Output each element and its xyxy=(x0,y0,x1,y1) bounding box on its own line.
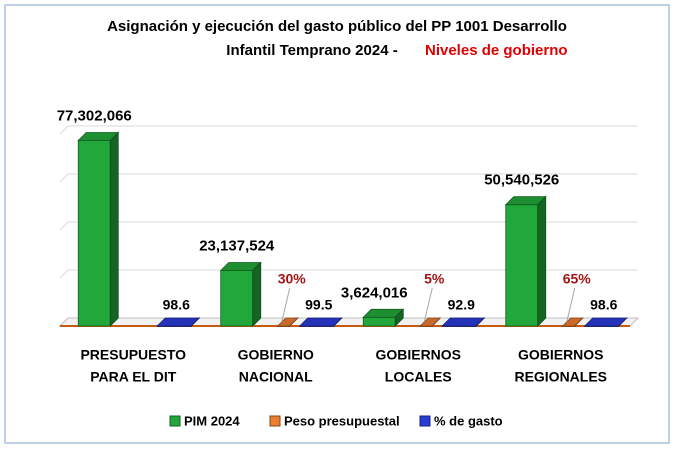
data-label: 92.9 xyxy=(448,297,475,313)
bar xyxy=(583,317,628,327)
bar xyxy=(362,308,405,327)
grid-line-side xyxy=(59,221,69,231)
bar-front xyxy=(362,316,396,327)
data-label: 65% xyxy=(563,271,592,287)
data-label: 77,302,066 xyxy=(57,107,132,124)
bar-side xyxy=(574,317,584,327)
bar-side xyxy=(333,317,343,327)
bar-front xyxy=(220,270,254,327)
leader-line xyxy=(423,287,433,323)
bar-front xyxy=(77,140,111,327)
data-label: 50,540,526 xyxy=(484,172,559,189)
legend-swatch xyxy=(419,415,431,427)
x-tick-label: NACIONAL xyxy=(239,369,313,385)
data-label: 98.6 xyxy=(163,297,190,313)
bar xyxy=(561,317,584,327)
bar xyxy=(276,317,299,327)
bar-side xyxy=(289,317,299,327)
bar xyxy=(298,317,343,327)
x-tick-label: REGIONALES xyxy=(514,369,607,385)
legend-swatch xyxy=(169,415,181,427)
legend-label: PIM 2024 xyxy=(184,413,240,428)
x-tick-label: PRESUPUESTO xyxy=(80,347,186,363)
bar-side xyxy=(190,317,200,327)
bar xyxy=(219,261,262,327)
grid-line-side xyxy=(59,269,69,279)
bar-front xyxy=(505,204,539,327)
grid-line-side xyxy=(59,173,69,183)
chart-title: Infantil Temprano 2024 - xyxy=(226,42,397,59)
bar xyxy=(156,317,201,327)
data-label: 98.6 xyxy=(590,297,617,313)
bar-side xyxy=(475,317,485,327)
x-tick-label: LOCALES xyxy=(385,369,452,385)
bar xyxy=(441,317,486,327)
data-label: 30% xyxy=(278,271,307,287)
x-tick-label: GOBIERNO xyxy=(238,347,314,363)
x-tick-label: GOBIERNOS xyxy=(375,347,461,363)
floor xyxy=(58,317,640,327)
leader-line xyxy=(566,287,576,323)
x-tick-label: GOBIERNOS xyxy=(518,347,604,363)
legend-label: % de gasto xyxy=(434,413,503,428)
bar xyxy=(504,195,547,327)
bar-side xyxy=(109,131,119,327)
data-label: 5% xyxy=(424,271,445,287)
bar-side xyxy=(618,317,628,327)
legend-swatch xyxy=(269,415,281,427)
chart-title-highlight: Niveles de gobierno xyxy=(425,42,568,59)
bar-side xyxy=(394,308,404,327)
chart-title: Asignación y ejecución del gasto público… xyxy=(107,18,567,35)
bar xyxy=(419,317,442,327)
bar-side xyxy=(252,261,262,327)
grid-line-side xyxy=(59,125,69,135)
data-label: 23,137,524 xyxy=(199,237,275,254)
leader-line xyxy=(281,287,291,323)
legend-label: Peso presupuestal xyxy=(284,413,400,428)
bar-side xyxy=(431,317,441,327)
x-tick-label: PARA EL DIT xyxy=(90,369,177,385)
data-label: 3,624,016 xyxy=(341,284,408,301)
bar xyxy=(77,131,120,327)
data-label: 99.5 xyxy=(305,297,332,313)
bar-side xyxy=(537,195,547,327)
